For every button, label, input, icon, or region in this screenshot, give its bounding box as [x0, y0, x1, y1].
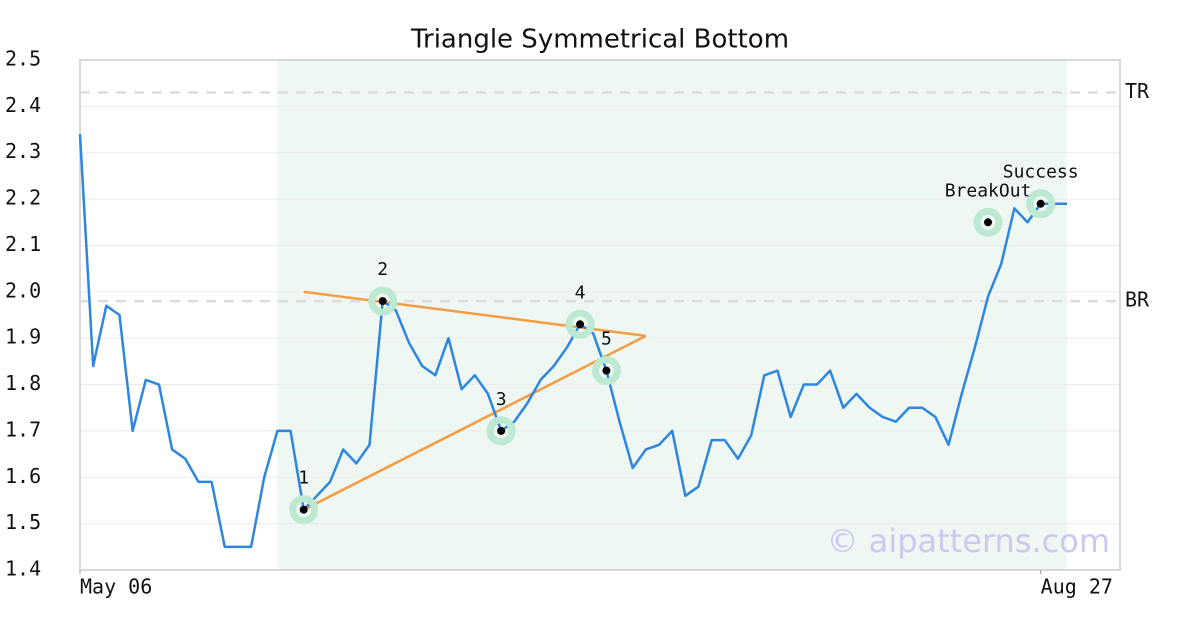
annotation-dot [1036, 199, 1045, 208]
level-label: TR [1125, 79, 1150, 103]
y-tick-label: 1.7 [5, 417, 41, 441]
y-tick-label: 2.4 [5, 93, 41, 117]
y-tick-label: 2.2 [5, 186, 41, 210]
annotation-label: 5 [601, 329, 612, 350]
level-label: BR [1125, 288, 1150, 312]
annotation-dot [602, 366, 611, 375]
annotation-dot [299, 505, 308, 514]
y-tick-label: 1.4 [5, 557, 41, 581]
watermark: © aipatterns.com [827, 522, 1110, 560]
y-tick-label: 2.5 [5, 47, 41, 71]
annotation-halo [591, 356, 621, 386]
trendline [303, 334, 647, 511]
annotation-dot [378, 297, 387, 306]
annotation-label: Success [1003, 162, 1079, 183]
y-tick-label: 2.1 [5, 232, 41, 256]
annotation-halo [1026, 189, 1056, 219]
annotation-dot [984, 218, 993, 227]
annotation-label: 3 [496, 389, 507, 410]
annotation-halo [565, 309, 595, 339]
x-tick-label: Aug 27 [1041, 575, 1113, 599]
y-tick-label: 1.6 [5, 464, 41, 488]
chart-title: Triangle Symmetrical Bottom [410, 25, 789, 55]
annotation-dot [497, 426, 506, 435]
annotation-label: 1 [298, 468, 309, 489]
annotation-halo [973, 207, 1003, 237]
y-tick-label: 1.9 [5, 325, 41, 349]
y-tick-label: 2.0 [5, 278, 41, 302]
annotation-label: 4 [575, 282, 586, 303]
annotation-halo [486, 416, 516, 446]
annotation-label: 2 [377, 259, 388, 280]
annotation-label: BreakOut [945, 180, 1032, 201]
x-tick-label: May 06 [80, 575, 152, 599]
y-tick-label: 1.8 [5, 371, 41, 395]
pattern-region [277, 60, 1067, 570]
y-tick-label: 2.3 [5, 139, 41, 163]
plot-frame [79, 59, 1121, 571]
annotation-halo [289, 495, 319, 525]
annotation-halo [368, 286, 398, 316]
y-tick-label: 1.5 [5, 510, 41, 534]
annotation-dot [576, 320, 585, 329]
